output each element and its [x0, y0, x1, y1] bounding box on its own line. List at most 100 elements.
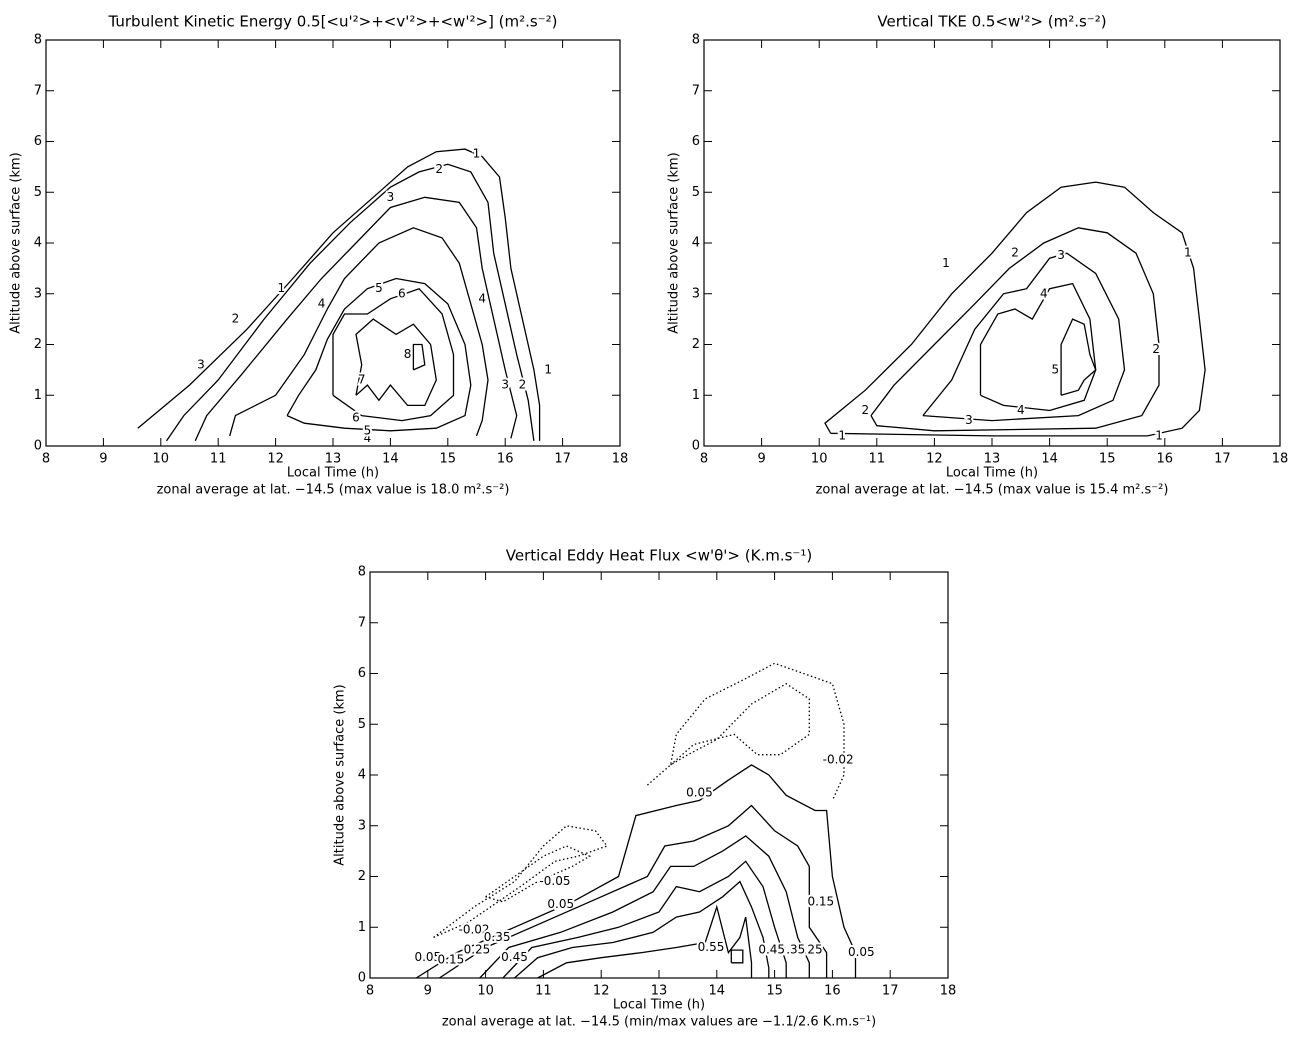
contour-label: 4 — [364, 431, 372, 445]
contour-label: -0.02 — [459, 922, 490, 936]
y-tick-label: 8 — [692, 33, 700, 48]
contour-line — [502, 860, 787, 979]
x-tick-label: 18 — [612, 452, 629, 467]
x-tick-label: 12 — [926, 452, 943, 467]
y-tick-label: 1 — [358, 920, 366, 935]
x-tick-label: 15 — [440, 452, 457, 467]
x-tick-label: 18 — [940, 984, 957, 999]
x-tick-label: 10 — [153, 452, 170, 467]
x-tick-label: 8 — [366, 984, 374, 999]
y-tick-label: 0 — [692, 439, 700, 454]
contour-label: 0.05 — [414, 950, 441, 964]
y-tick-label: 5 — [358, 717, 366, 732]
x-tick-label: 9 — [99, 452, 107, 467]
x-tick-label: 14 — [1041, 452, 1058, 467]
x-tick-label: 15 — [766, 984, 783, 999]
contour-label: 0.35 — [484, 930, 511, 944]
contour-line — [824, 181, 1206, 437]
y-tick-label: 0 — [34, 439, 42, 454]
contour-label: 4 — [1017, 403, 1025, 417]
y-axis-label: Altitude above surface (km) — [333, 684, 348, 865]
x-tick-label: 13 — [651, 984, 668, 999]
chart-title: Turbulent Kinetic Energy 0.5[<u'²>+<v'²>… — [107, 13, 557, 31]
contour-label: 0.05 — [848, 945, 875, 959]
note: zonal average at lat. −14.5 (max value i… — [157, 483, 510, 498]
y-tick-label: 6 — [692, 134, 700, 149]
x-tick-label: 12 — [267, 452, 284, 467]
y-tick-label: 1 — [692, 388, 700, 403]
contour-line — [355, 318, 437, 407]
y-tick-label: 1 — [34, 388, 42, 403]
y-tick-label: 7 — [34, 83, 42, 98]
contour-label: 4 — [478, 291, 486, 305]
x-tick-label: 16 — [1157, 452, 1174, 467]
contour-label: 3 — [197, 357, 205, 371]
contour-label: 4 — [1040, 286, 1048, 300]
contour-line — [514, 880, 770, 979]
x-tick-label: 8 — [700, 452, 708, 467]
x-tick-label: 11 — [210, 452, 227, 467]
contour-label: 2 — [861, 403, 869, 417]
x-tick-label: 14 — [709, 984, 726, 999]
contour-label: 1 — [1184, 246, 1192, 260]
contour-line — [979, 282, 1097, 412]
y-tick-label: 3 — [358, 818, 366, 833]
contour-label: 2 — [1152, 342, 1160, 356]
contour-label: 0.15 — [807, 894, 834, 908]
contour-line — [229, 227, 489, 437]
x-tick-label: 11 — [869, 452, 886, 467]
y-tick-label: 7 — [692, 83, 700, 98]
y-tick-label: 6 — [358, 666, 366, 681]
x-tick-label: 8 — [42, 452, 50, 467]
note: zonal average at lat. −14.5 (min/max val… — [442, 1015, 876, 1030]
contour-label: 8 — [404, 347, 412, 361]
contour-label: 3 — [965, 413, 973, 427]
x-axis-label: Local Time (h) — [613, 998, 705, 1013]
contour-label: 5 — [1052, 362, 1060, 376]
contour-line — [479, 835, 810, 979]
contour-label: 6 — [352, 411, 360, 425]
contour-label: 0.15 — [438, 953, 465, 967]
contour-line — [194, 196, 518, 442]
x-axis-label: Local Time (h) — [946, 466, 1038, 481]
contour-label: 1 — [1155, 428, 1163, 442]
contour-label: 1 — [278, 281, 286, 295]
contour-label: 2 — [435, 162, 443, 176]
x-tick-label: 12 — [593, 984, 610, 999]
x-axis-label: Local Time (h) — [287, 466, 379, 481]
y-tick-label: 8 — [358, 565, 366, 580]
contour-line — [433, 662, 845, 938]
contour-label: 0.45 — [758, 943, 785, 957]
x-tick-label: 10 — [811, 452, 828, 467]
contour-line — [922, 252, 1126, 422]
contour-line — [332, 287, 455, 422]
y-axis-label: Altitude above surface (km) — [667, 152, 682, 333]
y-tick-label: 3 — [34, 286, 42, 301]
x-tick-label: 9 — [424, 984, 432, 999]
y-tick-label: 7 — [358, 615, 366, 630]
contour-line — [1060, 318, 1097, 396]
y-tick-label: 4 — [692, 236, 700, 251]
x-tick-label: 18 — [1272, 452, 1289, 467]
y-tick-label: 3 — [692, 286, 700, 301]
contour-label: 1 — [838, 428, 846, 442]
contour-line — [137, 148, 541, 441]
contour-label: 2 — [519, 378, 527, 392]
y-tick-label: 2 — [34, 337, 42, 352]
contour-line — [485, 682, 810, 903]
chart-title: Vertical Eddy Heat Flux <w'θ'> (K.m.s⁻¹) — [506, 547, 812, 565]
x-tick-label: 13 — [325, 452, 342, 467]
contour-line — [537, 904, 753, 979]
x-tick-label: 10 — [477, 984, 494, 999]
contour-line — [412, 343, 426, 371]
contour-label: 2 — [232, 312, 240, 326]
contour-label: -0.05 — [539, 874, 570, 888]
contour-label: 3 — [387, 190, 395, 204]
plot-frame — [369, 571, 949, 979]
contour-label: 4 — [318, 296, 326, 310]
x-tick-label: 17 — [1214, 452, 1231, 467]
x-tick-label: 11 — [535, 984, 552, 999]
y-tick-label: 4 — [358, 768, 366, 783]
contour-label: 7 — [358, 373, 366, 387]
